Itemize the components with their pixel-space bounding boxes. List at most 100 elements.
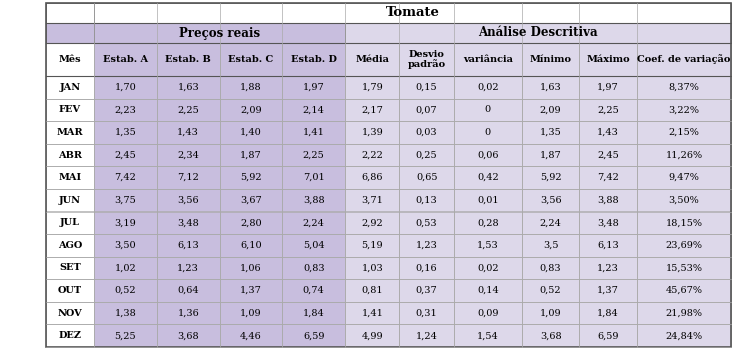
Bar [579, 43, 637, 76]
Text: Coef. de variação: Coef. de variação [638, 55, 731, 64]
Text: 1,06: 1,06 [240, 264, 262, 272]
Bar [345, 302, 400, 324]
Text: 1,41: 1,41 [303, 128, 325, 137]
Bar [157, 302, 220, 324]
Text: 8,37%: 8,37% [668, 83, 699, 92]
Text: 0,65: 0,65 [416, 173, 438, 182]
Bar [579, 279, 637, 302]
Bar [522, 211, 579, 234]
Text: 0,53: 0,53 [416, 218, 438, 227]
Bar [94, 121, 157, 144]
Text: 18,15%: 18,15% [665, 218, 703, 227]
Text: 3,22%: 3,22% [668, 105, 700, 114]
Text: 3,50: 3,50 [115, 241, 136, 250]
Text: 1,43: 1,43 [177, 128, 199, 137]
Bar [46, 3, 94, 23]
Bar [46, 121, 94, 144]
Bar [345, 211, 400, 234]
Text: 0,09: 0,09 [477, 309, 498, 318]
Bar [157, 76, 220, 99]
Text: 1,09: 1,09 [240, 309, 262, 318]
Bar [46, 144, 94, 166]
Text: 0,81: 0,81 [362, 286, 383, 295]
Bar [400, 43, 454, 76]
Bar [579, 257, 637, 279]
Text: 23,69%: 23,69% [665, 241, 703, 250]
Text: 1,02: 1,02 [115, 264, 136, 272]
Text: 4,46: 4,46 [240, 331, 262, 340]
Text: 2,25: 2,25 [177, 105, 199, 114]
Text: 1,23: 1,23 [416, 241, 438, 250]
Bar [400, 189, 454, 211]
Text: 2,80: 2,80 [240, 218, 262, 227]
Text: 1,63: 1,63 [539, 83, 561, 92]
Bar [283, 144, 345, 166]
Bar [637, 43, 731, 76]
Text: 0,02: 0,02 [477, 83, 498, 92]
Bar [94, 76, 157, 99]
Text: 6,59: 6,59 [597, 331, 619, 340]
Text: 2,34: 2,34 [177, 150, 199, 160]
Bar [220, 211, 283, 234]
Text: 3,5: 3,5 [543, 241, 559, 250]
Bar [345, 121, 400, 144]
Bar [220, 302, 283, 324]
Text: 1,87: 1,87 [240, 150, 262, 160]
Bar [522, 76, 579, 99]
Text: padrão: padrão [408, 60, 446, 69]
Bar [157, 211, 220, 234]
Bar [283, 76, 345, 99]
Bar [94, 23, 345, 43]
Text: 0,02: 0,02 [477, 264, 498, 272]
Text: 3,88: 3,88 [303, 196, 324, 205]
Text: 1,35: 1,35 [115, 128, 136, 137]
Text: 2,24: 2,24 [303, 218, 325, 227]
Text: 3,68: 3,68 [177, 331, 199, 340]
Bar [454, 43, 522, 76]
Text: 2,45: 2,45 [597, 150, 619, 160]
Bar [522, 324, 579, 347]
Text: 1,37: 1,37 [240, 286, 262, 295]
Text: Média: Média [355, 55, 389, 64]
Bar [637, 211, 731, 234]
Bar [220, 324, 283, 347]
Text: 0,07: 0,07 [416, 105, 438, 114]
Text: 6,59: 6,59 [303, 331, 324, 340]
Text: 0,25: 0,25 [416, 150, 438, 160]
Text: 6,10: 6,10 [240, 241, 262, 250]
Text: 2,25: 2,25 [597, 105, 619, 114]
Bar [454, 211, 522, 234]
Text: SET: SET [59, 264, 81, 272]
Text: 1,38: 1,38 [115, 309, 136, 318]
Bar [454, 279, 522, 302]
Bar [579, 144, 637, 166]
Bar [579, 234, 637, 257]
Bar [637, 279, 731, 302]
Bar [94, 257, 157, 279]
Bar [579, 211, 637, 234]
Bar [454, 76, 522, 99]
Text: 7,42: 7,42 [114, 173, 136, 182]
Text: JAN: JAN [59, 83, 81, 92]
Bar [454, 144, 522, 166]
Text: 3,68: 3,68 [539, 331, 561, 340]
Bar [220, 166, 283, 189]
Text: MAR: MAR [57, 128, 83, 137]
Text: variância: variância [463, 55, 513, 64]
Text: DEZ: DEZ [59, 331, 81, 340]
Bar [94, 144, 157, 166]
Bar [400, 279, 454, 302]
Bar [157, 166, 220, 189]
Text: 5,19: 5,19 [362, 241, 383, 250]
Bar [454, 302, 522, 324]
Bar [637, 234, 731, 257]
Bar [522, 144, 579, 166]
Bar [46, 23, 94, 43]
Bar [283, 234, 345, 257]
Text: 2,14: 2,14 [303, 105, 325, 114]
Text: 0,16: 0,16 [416, 264, 438, 272]
Bar [522, 302, 579, 324]
Bar [579, 121, 637, 144]
Text: 0,13: 0,13 [416, 196, 438, 205]
Text: 0,52: 0,52 [115, 286, 136, 295]
